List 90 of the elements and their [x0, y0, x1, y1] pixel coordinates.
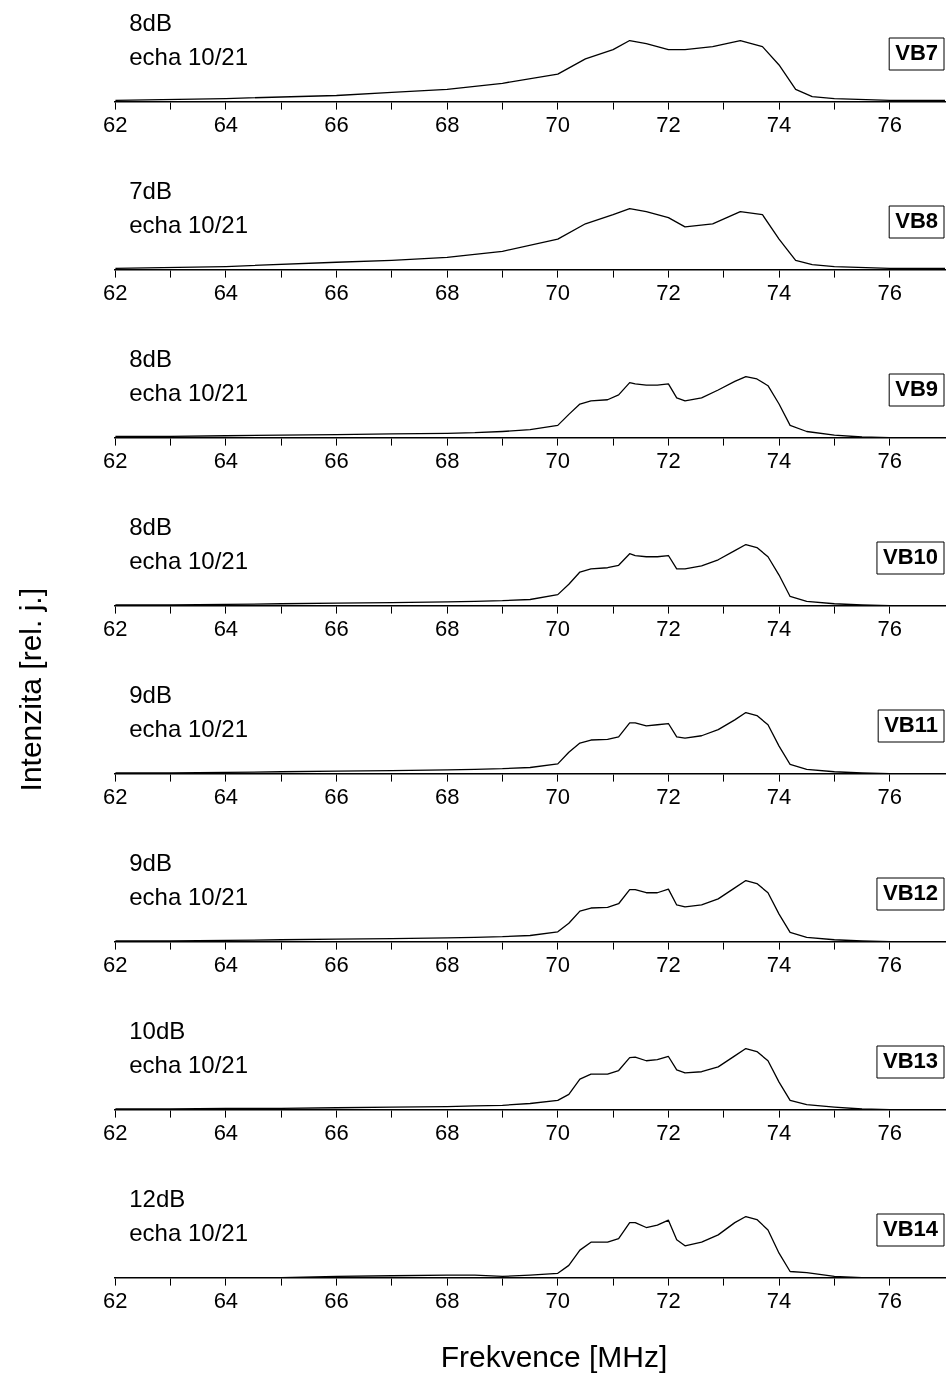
- y-axis-title: Intenzita [rel. j.]: [14, 588, 48, 792]
- text: 8dB: [129, 8, 172, 36]
- x-tick-label: 62: [102, 447, 128, 473]
- text: 8dB: [129, 512, 172, 540]
- x-tick-label: 62: [102, 783, 128, 809]
- x-tick-label: 72: [656, 615, 681, 641]
- x-tick-label: 64: [213, 1119, 239, 1145]
- x-tick-label: 66: [324, 615, 349, 641]
- x-tick-label: 64: [213, 615, 239, 641]
- x-tick-label: 74: [766, 447, 792, 473]
- annotation: echa 10/21: [129, 42, 249, 70]
- x-tick-label: 76: [877, 951, 902, 977]
- x-tick-label: 76: [877, 1119, 902, 1145]
- chart-title: VB8: [895, 208, 938, 234]
- text: 12dB: [129, 1184, 186, 1212]
- x-tick-label: 72: [656, 1119, 681, 1145]
- x-tick-label: 64: [213, 279, 239, 305]
- x-tick-label: 76: [877, 447, 902, 473]
- x-tick-label: 66: [324, 447, 349, 473]
- x-tick-label: 70: [545, 1119, 571, 1145]
- x-tick-label: 68: [434, 279, 460, 305]
- x-tick-label: 70: [545, 783, 571, 809]
- x-tick-label: 70: [545, 447, 571, 473]
- x-tick-label: 68: [434, 1119, 460, 1145]
- x-tick-label: 66: [324, 1119, 349, 1145]
- annotation: echa 10/21: [129, 1218, 249, 1246]
- chart-title: VB11: [884, 712, 939, 738]
- x-tick-label: 62: [102, 1287, 128, 1313]
- x-tick-label: 70: [545, 615, 571, 641]
- x-tick-label: 72: [656, 279, 681, 305]
- annotation: echa 10/21: [129, 210, 249, 238]
- x-tick-label: 76: [877, 783, 902, 809]
- x-tick-label: 66: [324, 951, 349, 977]
- x-tick-label: 74: [766, 783, 792, 809]
- chart-title: VB14: [882, 1216, 939, 1242]
- x-tick-label: 66: [324, 111, 349, 137]
- x-tick-label: 74: [766, 1287, 792, 1313]
- text: 9dB: [129, 680, 172, 708]
- text: 10dB: [129, 1016, 186, 1044]
- x-tick-label: 64: [213, 783, 239, 809]
- chart-title: VB7: [895, 40, 938, 66]
- x-tick-label: 70: [545, 951, 571, 977]
- text: 7dB: [129, 176, 172, 204]
- x-tick-label: 72: [656, 783, 681, 809]
- text: 9dB: [129, 848, 172, 876]
- x-tick-label: 68: [434, 111, 460, 137]
- x-tick-label: 68: [434, 447, 460, 473]
- x-axis-title: Frekvence [MHz]: [439, 1340, 669, 1374]
- x-tick-label: 68: [434, 783, 460, 809]
- annotation: echa 10/21: [129, 714, 249, 742]
- annotation: echa 10/21: [129, 546, 249, 574]
- x-tick-label: 64: [213, 447, 239, 473]
- x-tick-label: 68: [434, 1287, 460, 1313]
- x-tick-label: 66: [324, 279, 349, 305]
- x-tick-label: 74: [766, 951, 792, 977]
- x-tick-label: 76: [877, 111, 902, 137]
- chart-title: VB9: [895, 376, 938, 402]
- annotation: echa 10/21: [129, 1050, 249, 1078]
- x-tick-label: 72: [656, 111, 681, 137]
- chart-title: VB12: [882, 880, 939, 906]
- x-tick-label: 76: [877, 615, 902, 641]
- x-tick-label: 72: [656, 447, 681, 473]
- x-tick-label: 70: [545, 111, 571, 137]
- x-tick-label: 76: [877, 1287, 902, 1313]
- x-tick-label: 70: [545, 279, 571, 305]
- x-tick-label: 66: [324, 1287, 349, 1313]
- x-tick-label: 62: [102, 615, 128, 641]
- x-tick-label: 62: [102, 111, 128, 137]
- x-tick-label: 62: [102, 279, 128, 305]
- x-tick-label: 74: [766, 1119, 792, 1145]
- annotation: echa 10/21: [129, 882, 249, 910]
- x-tick-label: 72: [656, 951, 681, 977]
- text: 8dB: [129, 344, 172, 372]
- x-tick-label: 72: [656, 1287, 681, 1313]
- chart-title: VB10: [882, 544, 939, 570]
- x-tick-label: 64: [213, 1287, 239, 1313]
- x-tick-label: 74: [766, 111, 792, 137]
- x-tick-label: 76: [877, 279, 902, 305]
- chart-title: VB13: [882, 1048, 939, 1074]
- x-tick-label: 68: [434, 615, 460, 641]
- x-tick-label: 62: [102, 1119, 128, 1145]
- x-tick-label: 62: [102, 951, 128, 977]
- x-tick-label: 64: [213, 951, 239, 977]
- x-tick-label: 64: [213, 111, 239, 137]
- x-tick-label: 66: [324, 783, 349, 809]
- x-tick-label: 74: [766, 615, 792, 641]
- annotation: echa 10/21: [129, 378, 249, 406]
- x-tick-label: 68: [434, 951, 460, 977]
- x-tick-label: 70: [545, 1287, 571, 1313]
- x-tick-label: 74: [766, 279, 792, 305]
